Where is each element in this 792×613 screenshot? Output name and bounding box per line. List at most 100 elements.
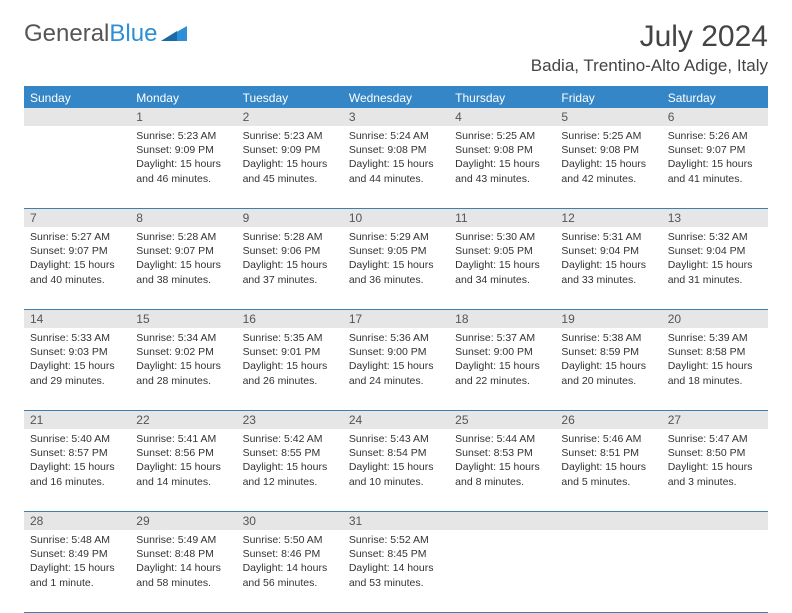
- sunrise-text: Sunrise: 5:47 AM: [668, 432, 762, 446]
- calendar-cell: Sunrise: 5:23 AMSunset: 9:09 PMDaylight:…: [237, 126, 343, 208]
- day-number: [555, 512, 661, 530]
- dayname: Thursday: [449, 88, 555, 108]
- sunset-text: Sunset: 9:04 PM: [668, 244, 762, 258]
- sunrise-text: Sunrise: 5:24 AM: [349, 129, 443, 143]
- daylight-text: Daylight: 15 hours and 36 minutes.: [349, 258, 443, 286]
- sunset-text: Sunset: 8:59 PM: [561, 345, 655, 359]
- calendar-cell: Sunrise: 5:48 AMSunset: 8:49 PMDaylight:…: [24, 530, 130, 612]
- day-number: 23: [237, 411, 343, 429]
- day-number: 16: [237, 310, 343, 328]
- daylight-text: Daylight: 15 hours and 8 minutes.: [455, 460, 549, 488]
- sunrise-text: Sunrise: 5:38 AM: [561, 331, 655, 345]
- sunset-text: Sunset: 8:51 PM: [561, 446, 655, 460]
- sunrise-text: Sunrise: 5:43 AM: [349, 432, 443, 446]
- week-row: Sunrise: 5:27 AMSunset: 9:07 PMDaylight:…: [24, 227, 768, 310]
- sunrise-text: Sunrise: 5:46 AM: [561, 432, 655, 446]
- calendar-cell: Sunrise: 5:41 AMSunset: 8:56 PMDaylight:…: [130, 429, 236, 511]
- sunset-text: Sunset: 9:00 PM: [455, 345, 549, 359]
- sunrise-text: Sunrise: 5:25 AM: [561, 129, 655, 143]
- sunrise-text: Sunrise: 5:40 AM: [30, 432, 124, 446]
- day-number: 26: [555, 411, 661, 429]
- sunset-text: Sunset: 9:03 PM: [30, 345, 124, 359]
- day-number: 27: [662, 411, 768, 429]
- daylight-text: Daylight: 14 hours and 53 minutes.: [349, 561, 443, 589]
- daylight-text: Daylight: 14 hours and 58 minutes.: [136, 561, 230, 589]
- sunrise-text: Sunrise: 5:33 AM: [30, 331, 124, 345]
- day-number: [449, 512, 555, 530]
- daylight-text: Daylight: 15 hours and 1 minute.: [30, 561, 124, 589]
- daylight-text: Daylight: 15 hours and 14 minutes.: [136, 460, 230, 488]
- day-number: 20: [662, 310, 768, 328]
- daylight-text: Daylight: 15 hours and 42 minutes.: [561, 157, 655, 185]
- calendar-cell: Sunrise: 5:29 AMSunset: 9:05 PMDaylight:…: [343, 227, 449, 309]
- dayname: Wednesday: [343, 88, 449, 108]
- calendar-cell: Sunrise: 5:38 AMSunset: 8:59 PMDaylight:…: [555, 328, 661, 410]
- week-row: Sunrise: 5:23 AM Sunset: 9:09 PM Daylight:…: [24, 126, 768, 209]
- calendar-cell: [555, 530, 661, 612]
- daylight-text: Daylight: 15 hours and 20 minutes.: [561, 359, 655, 387]
- sunrise-text: Sunrise: 5:28 AM: [136, 230, 230, 244]
- day-number: 15: [130, 310, 236, 328]
- sunrise-text: Sunrise: 5:23 AM: [243, 129, 337, 143]
- day-number: 21: [24, 411, 130, 429]
- sunset-text: Sunset: 9:09 PM: [136, 143, 230, 157]
- week-block: 123456 Sunrise: 5:23 AM Sunset: 9:09 PM Day…: [24, 108, 768, 209]
- week-block: 28293031Sunrise: 5:48 AMSunset: 8:49 PMD…: [24, 512, 768, 613]
- daylight-text: Daylight: 15 hours and 22 minutes.: [455, 359, 549, 387]
- daylight-text: Daylight: 15 hours and 31 minutes.: [668, 258, 762, 286]
- day-number: 9: [237, 209, 343, 227]
- calendar-cell: Sunrise: 5:50 AMSunset: 8:46 PMDaylight:…: [237, 530, 343, 612]
- sunset-text: Sunset: 9:07 PM: [30, 244, 124, 258]
- calendar-cell: Sunrise: 5:25 AMSunset: 9:08 PMDaylight:…: [449, 126, 555, 208]
- sunset-text: Sunset: 9:08 PM: [349, 143, 443, 157]
- sunrise-text: Sunrise: 5:36 AM: [349, 331, 443, 345]
- day-number: 28: [24, 512, 130, 530]
- dayname-row: Sunday Monday Tuesday Wednesday Thursday…: [24, 88, 768, 108]
- daylight-text: Daylight: 15 hours and 45 minutes.: [243, 157, 337, 185]
- daylight-text: Daylight: 15 hours and 12 minutes.: [243, 460, 337, 488]
- dayname: Friday: [555, 88, 661, 108]
- calendar-cell: Sunrise: 5:39 AMSunset: 8:58 PMDaylight:…: [662, 328, 768, 410]
- daylight-text: Daylight: 15 hours and 24 minutes.: [349, 359, 443, 387]
- daylight-text: Daylight: 15 hours and 33 minutes.: [561, 258, 655, 286]
- calendar-cell: Sunrise: 5:46 AMSunset: 8:51 PMDaylight:…: [555, 429, 661, 511]
- calendar-cell: Sunrise: 5:33 AMSunset: 9:03 PMDaylight:…: [24, 328, 130, 410]
- calendar-cell: Sunrise: 5:28 AMSunset: 9:07 PMDaylight:…: [130, 227, 236, 309]
- day-number: 12: [555, 209, 661, 227]
- sunrise-text: Sunrise: 5:37 AM: [455, 331, 549, 345]
- daylight-text: Daylight: 15 hours and 3 minutes.: [668, 460, 762, 488]
- day-number: 29: [130, 512, 236, 530]
- sunrise-text: Sunrise: 5:52 AM: [349, 533, 443, 547]
- daynum-row: 21222324252627: [24, 411, 768, 429]
- day-number: 17: [343, 310, 449, 328]
- calendar-cell: Sunrise: 5:30 AMSunset: 9:05 PMDaylight:…: [449, 227, 555, 309]
- calendar-cell: Sunrise: 5:31 AMSunset: 9:04 PMDaylight:…: [555, 227, 661, 309]
- daylight-text: Daylight: 15 hours and 5 minutes.: [561, 460, 655, 488]
- sunset-text: Sunset: 8:56 PM: [136, 446, 230, 460]
- calendar-cell: Sunrise: 5:25 AMSunset: 9:08 PMDaylight:…: [555, 126, 661, 208]
- daylight-text: Daylight: 14 hours and 56 minutes.: [243, 561, 337, 589]
- sunset-text: Sunset: 9:05 PM: [455, 244, 549, 258]
- daylight-text: Daylight: 15 hours and 44 minutes.: [349, 157, 443, 185]
- calendar-cell: Sunrise: 5:52 AMSunset: 8:45 PMDaylight:…: [343, 530, 449, 612]
- sunset-text: Sunset: 9:04 PM: [561, 244, 655, 258]
- week-block: 21222324252627Sunrise: 5:40 AMSunset: 8:…: [24, 411, 768, 512]
- day-number: 6: [662, 108, 768, 126]
- sunset-text: Sunset: 8:46 PM: [243, 547, 337, 561]
- sunset-text: Sunset: 8:57 PM: [30, 446, 124, 460]
- daynum-row: 123456: [24, 108, 768, 126]
- sunset-text: Sunset: 8:45 PM: [349, 547, 443, 561]
- sunrise-text: Sunrise: 5:49 AM: [136, 533, 230, 547]
- daylight-text: Daylight: 15 hours and 10 minutes.: [349, 460, 443, 488]
- calendar-cell: Sunrise: 5:23 AMSunset: 9:09 PMDaylight:…: [130, 126, 236, 208]
- calendar-cell: Sunrise: 5:47 AMSunset: 8:50 PMDaylight:…: [662, 429, 768, 511]
- calendar-cell: Sunrise: 5:28 AMSunset: 9:06 PMDaylight:…: [237, 227, 343, 309]
- daylight-text: Daylight: 15 hours and 16 minutes.: [30, 460, 124, 488]
- week-row: Sunrise: 5:48 AMSunset: 8:49 PMDaylight:…: [24, 530, 768, 613]
- day-number: 25: [449, 411, 555, 429]
- week-row: Sunrise: 5:40 AMSunset: 8:57 PMDaylight:…: [24, 429, 768, 512]
- day-number: 7: [24, 209, 130, 227]
- sunset-text: Sunset: 9:01 PM: [243, 345, 337, 359]
- calendar-cell: Sunrise: 5:42 AMSunset: 8:55 PMDaylight:…: [237, 429, 343, 511]
- week-row: Sunrise: 5:33 AMSunset: 9:03 PM Daylight:…: [24, 328, 768, 411]
